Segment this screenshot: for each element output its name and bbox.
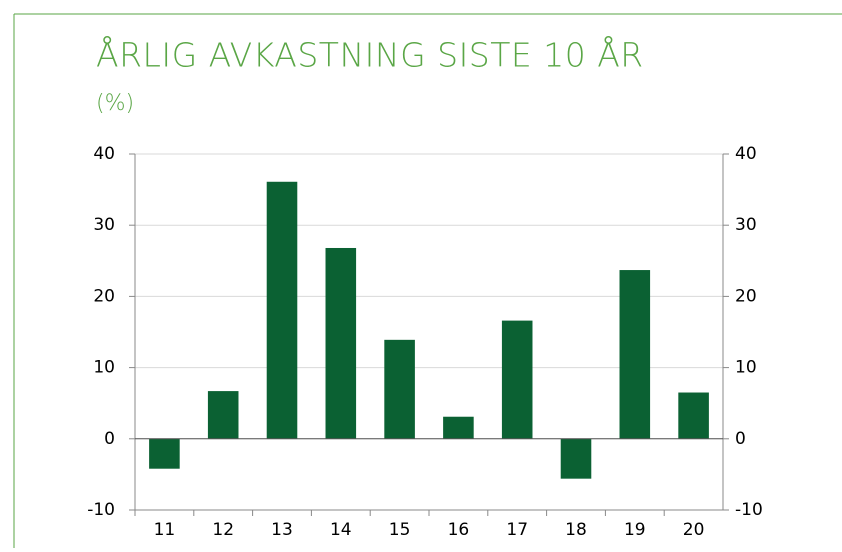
x-tick-label: 18 bbox=[565, 520, 587, 540]
x-tick-label: 19 bbox=[624, 520, 646, 540]
y-tick-label: 0 bbox=[104, 429, 115, 449]
x-tick-label: 14 bbox=[330, 520, 352, 540]
y-tick-label: 30 bbox=[93, 215, 115, 235]
y-tick-label: 10 bbox=[93, 358, 115, 378]
bar bbox=[560, 438, 592, 479]
bar bbox=[266, 181, 298, 439]
bar bbox=[384, 339, 415, 439]
y-tick-label: 20 bbox=[93, 286, 115, 306]
chart-subtitle: (%) bbox=[96, 91, 134, 116]
bar bbox=[501, 320, 533, 439]
y2-tick-label: 40 bbox=[735, 144, 757, 164]
bar bbox=[678, 392, 709, 439]
bar bbox=[149, 438, 180, 469]
bar bbox=[619, 270, 651, 439]
y-tick-label: -10 bbox=[87, 500, 115, 520]
x-tick-label: 17 bbox=[506, 520, 528, 540]
x-tick-label: 15 bbox=[389, 520, 411, 540]
x-tick-label: 13 bbox=[271, 520, 293, 540]
x-tick-label: 20 bbox=[683, 520, 705, 540]
y2-tick-label: 0 bbox=[735, 429, 746, 449]
y2-tick-label: 10 bbox=[735, 358, 757, 378]
y2-tick-label: 30 bbox=[735, 215, 757, 235]
x-tick-label: 16 bbox=[448, 520, 470, 540]
bar bbox=[207, 391, 239, 439]
chart-title: ÅRLIG AVKASTNING SISTE 10 ÅR bbox=[96, 36, 644, 75]
y2-tick-label: 20 bbox=[735, 286, 757, 306]
y-tick-label: 40 bbox=[93, 144, 115, 164]
x-tick-label: 11 bbox=[154, 520, 176, 540]
y2-tick-label: -10 bbox=[735, 500, 763, 520]
x-tick-label: 12 bbox=[212, 520, 234, 540]
bar bbox=[325, 247, 357, 439]
bar bbox=[443, 416, 474, 439]
